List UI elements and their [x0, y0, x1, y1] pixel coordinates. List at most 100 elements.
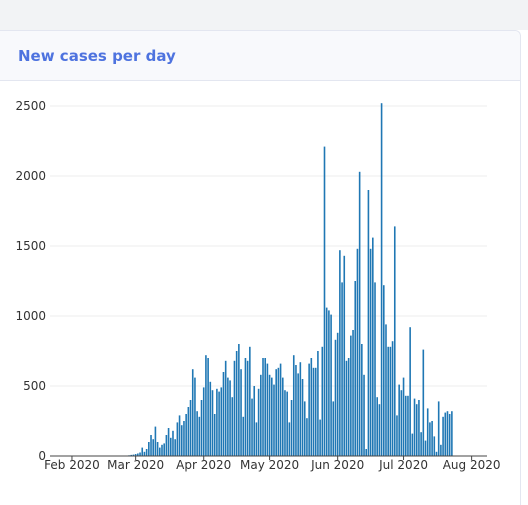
bar	[174, 439, 176, 456]
card-title: New cases per day	[18, 47, 176, 65]
bar	[389, 346, 392, 456]
bar	[183, 421, 185, 456]
bar	[218, 391, 220, 456]
bar	[433, 436, 436, 456]
bar	[411, 433, 414, 456]
bar	[194, 377, 196, 456]
bar	[336, 332, 339, 456]
x-tick-label: Mar 2020	[107, 458, 164, 472]
bar	[268, 374, 271, 456]
y-tick-label: 0	[38, 449, 46, 463]
bar	[295, 365, 297, 456]
bar	[260, 374, 262, 456]
bar	[191, 369, 194, 456]
bar	[200, 400, 203, 456]
x-tick-label: Apr 2020	[176, 458, 231, 472]
bar	[266, 363, 269, 456]
bar	[137, 453, 139, 456]
bar	[435, 451, 438, 456]
bar	[382, 285, 385, 456]
bar	[369, 248, 372, 456]
bar	[242, 416, 245, 456]
bar	[130, 454, 133, 456]
bar	[332, 401, 335, 456]
bar	[235, 351, 238, 456]
bar	[238, 344, 240, 456]
bar	[216, 388, 218, 456]
bar	[350, 335, 352, 456]
y-axis-ticks: 0 500 1000 1500 2000 2500	[15, 99, 46, 463]
bar	[165, 435, 168, 456]
bar	[178, 415, 181, 456]
bar	[448, 414, 451, 456]
bar	[213, 414, 216, 456]
bar	[134, 454, 137, 456]
bar	[376, 397, 378, 456]
bar	[196, 411, 198, 456]
bar	[180, 425, 183, 456]
bar	[205, 355, 207, 456]
bar	[286, 391, 288, 456]
bar	[262, 358, 264, 456]
y-tick-label: 2000	[15, 169, 46, 183]
bar	[442, 416, 444, 456]
bar	[361, 344, 363, 456]
bar	[367, 190, 370, 456]
bar	[292, 355, 295, 456]
x-tick-label: Feb 2020	[44, 458, 100, 472]
bar	[198, 416, 201, 456]
bar	[167, 428, 170, 456]
bar	[231, 397, 234, 456]
bar	[404, 395, 407, 456]
bar	[152, 439, 155, 456]
bar	[264, 358, 267, 456]
bar	[246, 360, 249, 456]
bar	[343, 255, 346, 456]
bar	[227, 377, 229, 456]
bar	[429, 422, 431, 456]
bar	[446, 411, 449, 456]
bar	[172, 430, 174, 456]
y-tick-label: 1000	[15, 309, 46, 323]
bar	[275, 369, 277, 456]
bar	[424, 440, 427, 456]
bar	[354, 281, 357, 456]
x-tick-label: Jul 2020	[378, 458, 428, 472]
bar	[444, 412, 447, 456]
bar	[273, 384, 275, 456]
bar	[380, 103, 383, 456]
bar	[271, 377, 273, 456]
x-tick-label: Jun 2020	[310, 458, 364, 472]
bar	[396, 415, 398, 456]
bar	[233, 360, 236, 456]
bar	[314, 367, 317, 456]
bar	[255, 422, 258, 456]
bar	[317, 351, 319, 456]
bar	[374, 282, 376, 456]
x-tick-label: May 2020	[240, 458, 299, 472]
bar	[328, 310, 330, 456]
bar	[321, 346, 324, 456]
bar	[325, 307, 328, 456]
bar	[334, 339, 337, 456]
gridlines	[50, 105, 487, 387]
bar	[347, 358, 350, 456]
bar	[418, 400, 420, 456]
bar	[420, 432, 422, 456]
bar	[220, 387, 223, 456]
y-tick-label: 500	[23, 379, 46, 393]
bar	[281, 377, 284, 456]
bar	[154, 426, 157, 456]
bar	[211, 390, 214, 456]
bar	[202, 387, 205, 456]
bar	[426, 408, 429, 456]
bar	[290, 400, 293, 456]
bar	[319, 419, 321, 456]
bar	[323, 146, 326, 456]
bar	[141, 447, 144, 456]
bar	[301, 379, 304, 456]
bar	[303, 401, 306, 456]
bar	[415, 404, 418, 456]
bar	[176, 422, 179, 456]
bar	[413, 398, 416, 456]
